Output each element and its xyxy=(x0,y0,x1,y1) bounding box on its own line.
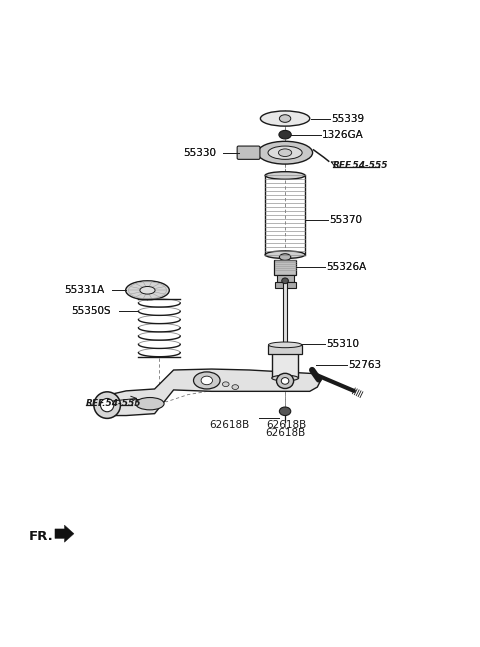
Text: 55370: 55370 xyxy=(329,215,362,225)
Ellipse shape xyxy=(201,376,213,385)
Ellipse shape xyxy=(282,278,288,283)
Text: 55310: 55310 xyxy=(326,338,360,349)
Text: 55310: 55310 xyxy=(326,338,360,349)
Ellipse shape xyxy=(272,375,299,381)
Ellipse shape xyxy=(279,407,291,415)
Text: 55370: 55370 xyxy=(329,215,362,225)
Text: 55326A: 55326A xyxy=(326,261,367,272)
Ellipse shape xyxy=(100,399,114,411)
Text: 55331A: 55331A xyxy=(64,285,105,295)
Polygon shape xyxy=(109,369,321,415)
Ellipse shape xyxy=(126,281,169,300)
Text: 55350S: 55350S xyxy=(72,305,111,316)
Text: 1326GA: 1326GA xyxy=(322,129,363,140)
Text: 1326GA: 1326GA xyxy=(322,129,363,140)
Ellipse shape xyxy=(222,382,229,387)
Ellipse shape xyxy=(268,146,302,159)
Text: 52763: 52763 xyxy=(348,360,381,370)
Ellipse shape xyxy=(268,342,301,347)
Ellipse shape xyxy=(136,397,164,410)
Text: REF.54-555: REF.54-555 xyxy=(333,161,388,170)
Text: 55339: 55339 xyxy=(331,113,364,124)
Text: 55330: 55330 xyxy=(183,148,216,158)
Polygon shape xyxy=(55,525,74,542)
Text: FR.: FR. xyxy=(29,531,54,543)
Text: 62618B: 62618B xyxy=(265,428,305,438)
Bar xyxy=(283,281,288,345)
Text: 55350S: 55350S xyxy=(72,305,111,316)
Text: 52763: 52763 xyxy=(348,360,381,370)
Ellipse shape xyxy=(94,392,120,419)
Ellipse shape xyxy=(140,287,155,294)
Text: 55331A: 55331A xyxy=(64,285,105,295)
FancyBboxPatch shape xyxy=(237,146,260,159)
Bar xyxy=(275,281,296,288)
Bar xyxy=(276,275,294,281)
Ellipse shape xyxy=(278,149,292,157)
Ellipse shape xyxy=(265,171,305,179)
Ellipse shape xyxy=(193,372,220,389)
Ellipse shape xyxy=(265,251,305,259)
Ellipse shape xyxy=(279,115,291,122)
Ellipse shape xyxy=(281,378,289,384)
Text: 62618B: 62618B xyxy=(266,419,306,430)
Bar xyxy=(268,345,301,355)
Ellipse shape xyxy=(279,254,291,260)
Ellipse shape xyxy=(232,385,239,389)
Text: REF.54-555: REF.54-555 xyxy=(86,399,141,408)
Text: 62618B: 62618B xyxy=(209,419,250,430)
Text: 55326A: 55326A xyxy=(326,261,367,272)
Bar xyxy=(272,345,299,378)
Bar xyxy=(274,260,297,275)
Text: 55339: 55339 xyxy=(331,113,364,124)
Text: 55330: 55330 xyxy=(183,148,216,158)
Ellipse shape xyxy=(279,131,291,139)
Ellipse shape xyxy=(261,111,310,126)
Ellipse shape xyxy=(258,141,312,164)
Ellipse shape xyxy=(276,373,294,388)
